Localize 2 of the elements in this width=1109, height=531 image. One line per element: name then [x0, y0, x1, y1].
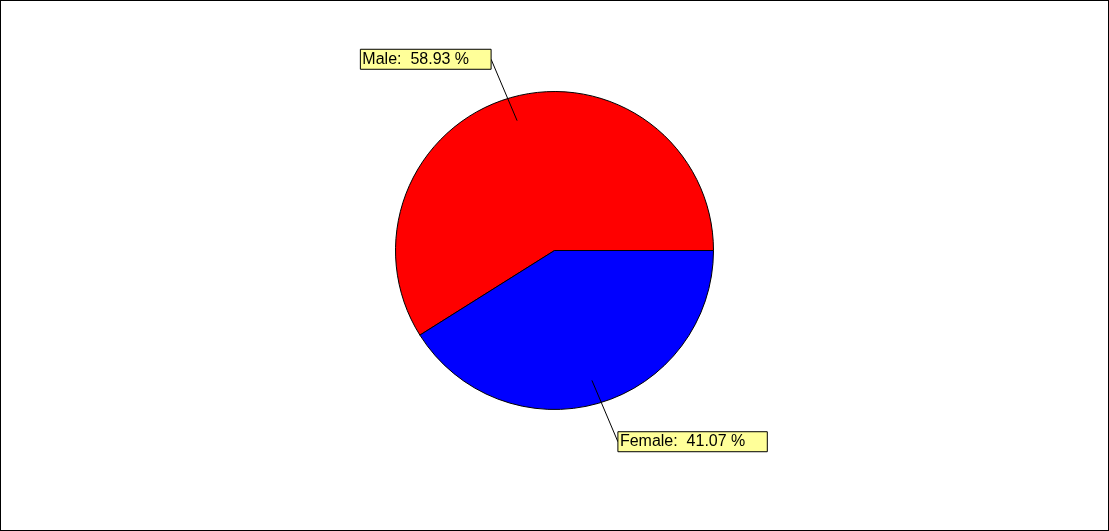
slice-label: Male: 58.93 % — [362, 49, 470, 67]
slice-label: Female: 41.07 % — [619, 432, 746, 450]
